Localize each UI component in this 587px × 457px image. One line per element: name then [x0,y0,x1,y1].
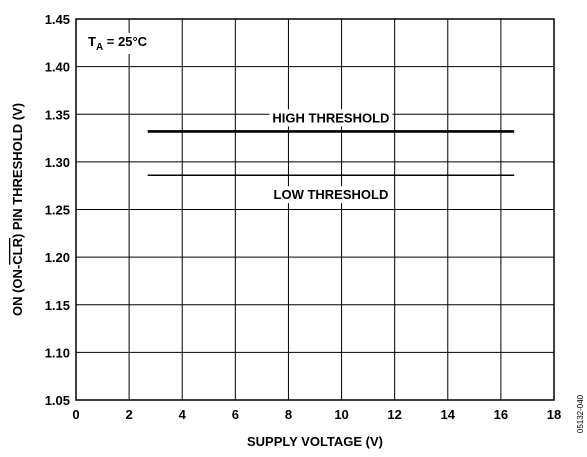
x-tick-labels: 0 2 4 6 8 10 12 14 16 18 [72,407,561,422]
y-tick-label: 1.35 [45,107,70,122]
grid-lines [75,18,555,401]
low-threshold-label: LOW THRESHOLD [274,187,389,202]
x-tick-label: 4 [179,407,187,422]
y-tick-label: 1.30 [45,155,70,170]
x-tick-label: 14 [441,407,456,422]
y-tick-label: 1.15 [45,298,70,313]
x-tick-label: 6 [232,407,239,422]
x-axis-title: SUPPLY VOLTAGE (V) [247,434,383,449]
label-background [269,109,393,127]
y-tick-label: 1.10 [45,345,70,360]
x-tick-label: 18 [547,407,561,422]
y-axis-title-post: ) PIN THRESHOLD (V) [10,103,25,238]
label-background [270,186,392,204]
series-lines [147,130,515,176]
x-tick-label: 16 [494,407,508,422]
plot-frame [75,18,555,401]
annotation-base: T [88,34,96,49]
figure-id: 05132-040 [576,394,585,433]
y-tick-label: 1.25 [45,203,70,218]
x-tick-label: 2 [125,407,132,422]
y-tick-label: 1.45 [45,12,70,27]
y-axis-title-overlined: CLR [10,237,25,264]
temperature-annotation: TA = 25°C [88,34,148,53]
x-tick-label: 8 [285,407,292,422]
y-axis-title-pre: ON (ON- [10,265,25,316]
y-tick-label: 1.20 [45,250,70,265]
y-axis-title: ON (ON-CLR) PIN THRESHOLD (V) [10,103,25,316]
annotation-rest: = 25°C [103,34,147,49]
y-tick-labels: 1.05 1.10 1.15 1.20 1.25 1.30 1.35 1.40 1.45 [45,12,70,408]
y-tick-label: 1.40 [45,60,70,75]
x-tick-label: 0 [72,407,79,422]
annotation-background [85,33,151,54]
y-tick-label: 1.05 [45,393,70,408]
x-tick-label: 12 [387,407,401,422]
high-threshold-label: HIGH THRESHOLD [272,110,389,125]
x-tick-label: 10 [334,407,348,422]
annotation-subscript: A [96,42,103,53]
